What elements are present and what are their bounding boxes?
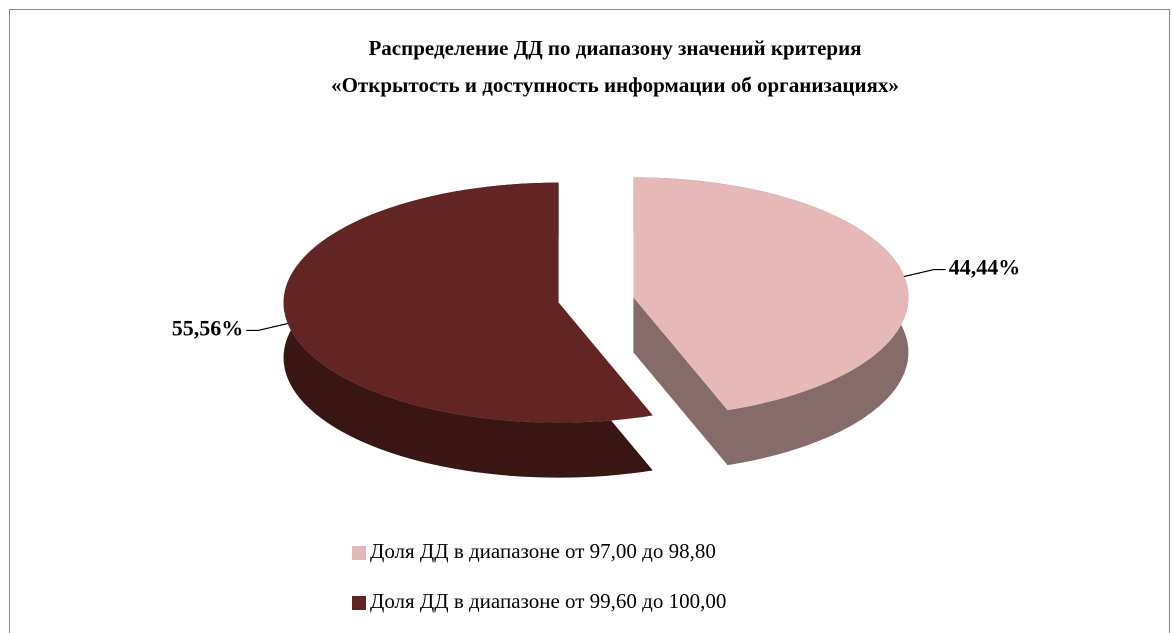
legend-label: Доля ДД в диапазоне от 99,60 до 100,00 — [370, 589, 726, 613]
slice — [633, 177, 909, 411]
data-label: 55,56% — [172, 315, 244, 340]
data-label: 44,44% — [949, 255, 1021, 280]
legend-label: Доля ДД в диапазоне от 97,00 до 98,80 — [370, 539, 716, 563]
chart-border — [9, 9, 1170, 633]
legend-swatch — [352, 546, 366, 560]
chart-title: «Открытость и доступность информации об … — [331, 73, 899, 97]
leader-line — [246, 322, 288, 332]
chart-title: Распределение ДД по диапазону значений к… — [368, 36, 861, 60]
leader-line — [904, 268, 946, 278]
slice — [283, 182, 653, 423]
legend-swatch — [352, 596, 366, 610]
